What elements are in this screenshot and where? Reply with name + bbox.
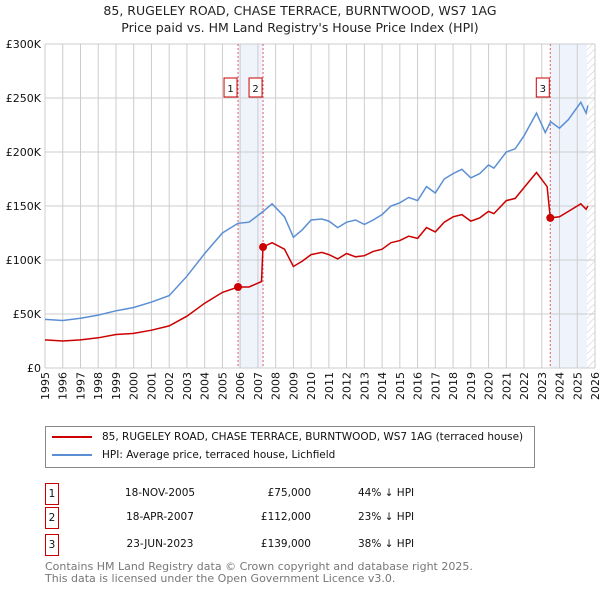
x-tick-label: 2021 (500, 372, 513, 400)
transaction-price: £112,000 (260, 511, 311, 523)
marker-badge: 1 (45, 483, 59, 505)
transaction-row: 1 18-NOV-2005 £75,000 44% ↓ HPI (45, 483, 565, 505)
x-tick-label: 2019 (465, 372, 478, 400)
x-tick-label: 2011 (323, 372, 336, 400)
x-tick-label: 2006 (234, 372, 247, 400)
x-tick-label: 1996 (57, 372, 70, 400)
y-tick-label: £100K (6, 254, 42, 267)
x-tick-label: 2016 (412, 372, 425, 400)
x-tick-label: 2018 (447, 372, 460, 400)
series-line (44, 100, 589, 322)
x-tick-label: 1999 (110, 372, 123, 400)
x-tick-label: 2012 (341, 372, 354, 400)
legend-swatch-blue (52, 454, 92, 456)
x-tick-label: 2026 (589, 372, 600, 400)
series-line (44, 171, 589, 342)
x-tick-label: 2008 (270, 372, 283, 400)
x-tick-label: 2001 (145, 372, 158, 400)
transaction-row: 2 18-APR-2007 £112,000 23% ↓ HPI (45, 507, 565, 529)
sale-label-box (223, 77, 238, 98)
sale-label: 3 (540, 84, 546, 95)
x-tick-label: 2014 (376, 372, 389, 400)
transaction-date: 23-JUN-2023 (126, 538, 194, 550)
sale-point (546, 213, 555, 222)
transaction-date: 18-APR-2007 (126, 511, 194, 523)
x-tick-label: 2022 (518, 372, 531, 400)
x-tick-label: 2017 (429, 372, 442, 400)
x-tick-label: 2023 (536, 372, 549, 400)
x-tick-label: 2009 (287, 372, 300, 400)
legend-item-hpi: HPI: Average price, terraced house, Lich… (52, 449, 335, 461)
marker-badge: 3 (45, 534, 59, 556)
sale-label-box (248, 77, 263, 98)
x-tick-label: 2002 (163, 372, 176, 400)
x-tick-label: 2007 (252, 372, 265, 400)
footer-licence: This data is licensed under the Open Gov… (45, 572, 396, 585)
y-tick-label: £200K (6, 146, 42, 159)
x-tick-label: 2005 (216, 372, 229, 400)
y-tick-label: £0 (27, 362, 41, 375)
transaction-hpi: 23% ↓ HPI (358, 511, 415, 523)
sale-label: 2 (252, 84, 258, 95)
x-tick-label: 2025 (571, 372, 584, 400)
legend-label: 85, RUGELEY ROAD, CHASE TERRACE, BURNTWO… (102, 431, 524, 443)
legend-label: HPI: Average price, terraced house, Lich… (102, 449, 336, 461)
x-tick-label: 1998 (92, 372, 105, 400)
transaction-row: 3 23-JUN-2023 £139,000 38% ↓ HPI (45, 534, 565, 556)
legend: 85, RUGELEY ROAD, CHASE TERRACE, BURNTWO… (45, 426, 535, 468)
x-tick-label: 2024 (554, 372, 567, 400)
sale-point (259, 243, 268, 252)
x-tick-label: 1997 (74, 372, 87, 400)
transaction-price: £139,000 (260, 538, 311, 550)
x-tick-label: 2003 (181, 372, 194, 400)
legend-item-property: 85, RUGELEY ROAD, CHASE TERRACE, BURNTWO… (52, 431, 523, 443)
x-tick-label: 2004 (199, 372, 212, 400)
x-tick-label: 1995 (39, 372, 52, 400)
y-tick-label: £50K (13, 308, 42, 321)
transaction-date: 18-NOV-2005 (124, 487, 196, 499)
x-tick-label: 2000 (128, 372, 141, 400)
marker-badge: 2 (45, 507, 59, 529)
sale-label: 1 (227, 84, 233, 95)
chart-subtitle: Price paid vs. HM Land Registry's House … (121, 20, 479, 35)
sale-point (234, 283, 243, 291)
x-tick-label: 2010 (305, 372, 318, 400)
y-tick-label: £300K (6, 38, 42, 51)
transaction-price: £75,000 (267, 487, 311, 499)
x-tick-label: 2015 (394, 372, 407, 400)
transaction-hpi: 38% ↓ HPI (358, 538, 415, 550)
price-chart: 1995 1996 1997 1998 1999 2000 2001 2002 2003 2004… (6, 38, 600, 400)
y-tick-label: £150K (6, 200, 42, 213)
sale-label-box (535, 77, 550, 98)
y-tick-label: £250K (6, 92, 42, 105)
legend-swatch-red (52, 436, 92, 438)
transaction-hpi: 44% ↓ HPI (358, 487, 415, 499)
chart-title: 85, RUGELEY ROAD, CHASE TERRACE, BURNTWO… (103, 3, 497, 18)
footer: Contains HM Land Registry data © Crown c… (45, 561, 473, 585)
x-tick-label: 2020 (483, 372, 496, 400)
footer-copyright: Contains HM Land Registry data © Crown c… (45, 560, 473, 573)
x-tick-label: 2013 (358, 372, 371, 400)
